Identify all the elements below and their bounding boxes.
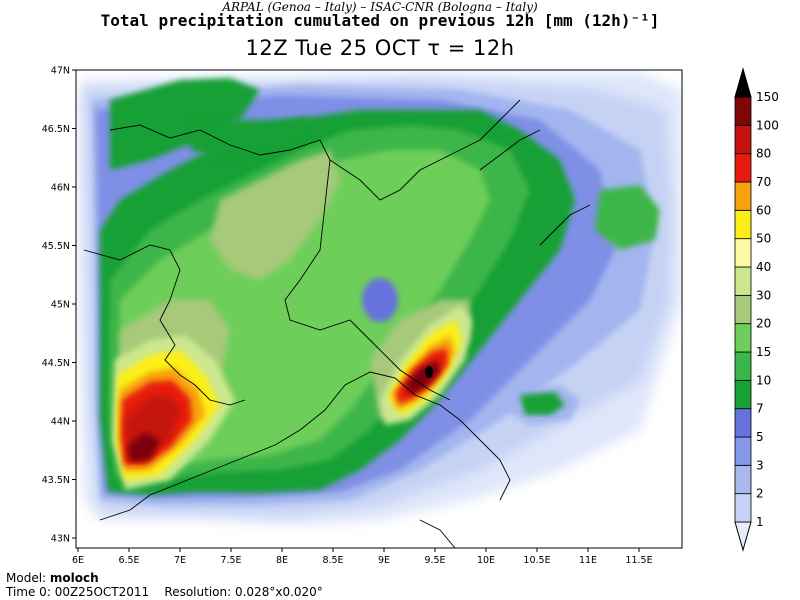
lat-tick-label: 46.5N xyxy=(42,124,70,135)
time-label: Time 0: xyxy=(6,585,51,599)
colorbar-level-label: 2 xyxy=(756,487,764,501)
colorbar-segment xyxy=(734,124,752,155)
lat-tick-label: 46N xyxy=(51,183,70,194)
lon-tick-label: 8E xyxy=(276,555,288,566)
lat-tick-label: 45N xyxy=(51,300,70,311)
colorbar-segment xyxy=(734,464,752,495)
lon-tick-label: 9E xyxy=(378,555,390,566)
colorbar-level-label: 1 xyxy=(756,515,764,529)
resolution-value: 0.028°x0.020° xyxy=(234,585,323,599)
colorbar-level-label: 60 xyxy=(756,203,771,217)
colorbar-segment xyxy=(734,181,752,211)
lon-tick-label: 7.5E xyxy=(220,555,241,566)
colorbar-segment xyxy=(734,209,752,240)
colorbar-segment xyxy=(734,67,752,98)
colorbar-segment xyxy=(734,266,752,296)
colorbar-segment xyxy=(734,379,752,410)
lat-tick-label: 43.5N xyxy=(42,475,70,486)
lon-tick-label: 7E xyxy=(174,555,186,566)
colorbar-segment xyxy=(734,96,752,126)
longitude-axis: 6E 6.5E 7E 7.5E 8E 8.5E 9E 9.5E 10E 10.5E 11E 11.5E xyxy=(72,548,653,566)
colorbar-segment xyxy=(734,408,752,438)
lon-tick-label: 6.5E xyxy=(118,555,139,566)
model-value: moloch xyxy=(49,571,99,585)
lat-tick-label: 44.5N xyxy=(42,358,70,369)
colorbar-segment xyxy=(734,351,752,381)
credits-line: ARPAL (Genoa – Italy) – ISAC-CNR (Bologn… xyxy=(222,0,538,14)
latitude-axis: 47N 46.5N 46N 45.5N 45N 44.5N 44N 43.5N 43N xyxy=(42,66,76,545)
footer-info: Model: moloch Time 0: 00Z25OCT2011 Resol… xyxy=(6,571,323,599)
colorbar-segment xyxy=(734,153,752,183)
colorbar-level-label: 5 xyxy=(756,430,764,444)
lon-tick-label: 8.5E xyxy=(322,555,343,566)
colorbar-level-label: 50 xyxy=(756,232,771,246)
lon-tick-label: 9.5E xyxy=(424,555,445,566)
colorbar-level-label: 15 xyxy=(756,345,771,359)
colorbar-segment xyxy=(734,238,752,268)
lon-tick-label: 11E xyxy=(579,555,597,566)
lat-tick-label: 44N xyxy=(51,417,70,428)
model-label: Model: xyxy=(6,571,47,585)
colorbar-level-label: 30 xyxy=(756,288,771,302)
resolution-label: Resolution: xyxy=(164,585,232,599)
colorbar-level-label: 150 xyxy=(756,90,779,104)
lat-tick-label: 47N xyxy=(51,66,70,77)
coastlines-borders xyxy=(83,99,591,548)
colorbar-level-label: 7 xyxy=(756,402,764,416)
colorbar-segment xyxy=(734,521,752,552)
colorbar-segment xyxy=(734,493,752,523)
colorbar: 1 2 3 5 7 10 15 20 30 40 50 60 70 80 100 150 xyxy=(734,67,779,552)
time-value: 00Z25OCT2011 xyxy=(54,585,150,599)
map-title: Total precipitation cumulated on previou… xyxy=(100,11,660,30)
colorbar-segment xyxy=(734,323,752,353)
colorbar-level-label: 3 xyxy=(756,458,764,472)
colorbar-level-label: 40 xyxy=(756,260,771,274)
lon-tick-label: 11.5E xyxy=(625,555,652,566)
map-subtitle: 12Z Tue 25 OCT τ = 12h xyxy=(245,36,515,60)
colorbar-level-label: 10 xyxy=(756,373,771,387)
lon-tick-label: 10.5E xyxy=(523,555,550,566)
colorbar-level-label: 80 xyxy=(756,147,771,161)
precipitation-field xyxy=(80,72,682,525)
colorbar-segment xyxy=(734,294,752,325)
colorbar-segment xyxy=(734,436,752,466)
colorbar-level-label: 100 xyxy=(756,118,779,132)
colorbar-level-label: 20 xyxy=(756,317,771,331)
lat-tick-label: 43N xyxy=(51,534,70,545)
lat-tick-label: 45.5N xyxy=(42,241,70,252)
colorbar-level-label: 70 xyxy=(756,175,771,189)
lon-tick-label: 6E xyxy=(72,555,84,566)
lon-tick-label: 10E xyxy=(477,555,495,566)
